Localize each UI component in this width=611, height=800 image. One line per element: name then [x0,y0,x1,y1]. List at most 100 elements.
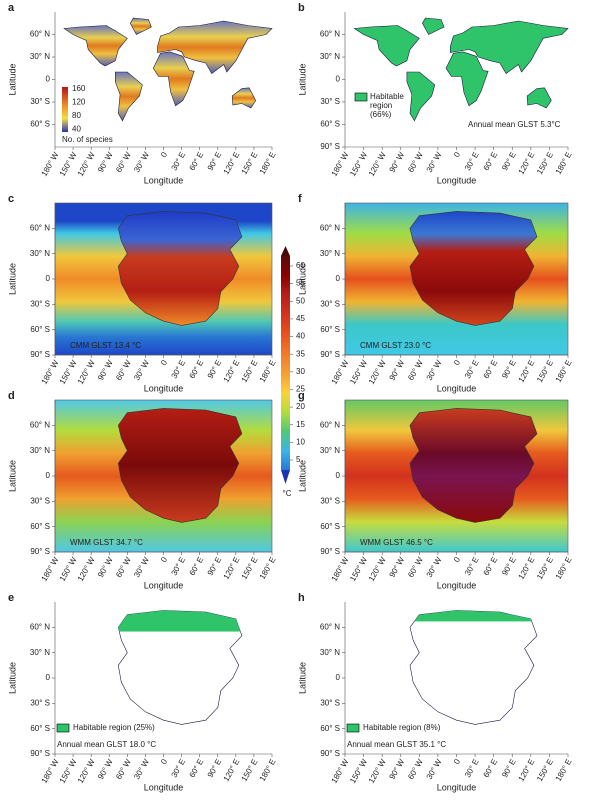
x-tick-label: 120° W [76,555,97,583]
y-tick-label: 30° N [30,648,50,657]
x-tick-label: 30° W [132,358,151,382]
x-tick-label: 180° E [258,758,278,783]
panel-label: h [298,592,305,604]
panel-label: b [298,2,305,14]
panel-label: f [298,193,302,205]
x-tick-label: 60° W [406,150,425,174]
x-tick-label: 0 [452,150,462,159]
y-tick-label: 90° S [320,142,340,151]
x-tick-label: 90° W [96,555,115,579]
x-tick-label: 60° W [114,150,133,174]
land [115,71,143,122]
x-tick-label: 90° E [500,151,518,173]
colorbar-tick-label: 40 [296,332,305,341]
x-tick-label: 90° E [500,359,518,381]
x-tick-label: 90° W [96,757,115,781]
x-tick-label: 30° W [425,555,444,579]
x-tick-label: 150° E [240,758,260,783]
colorbar-tick-label: 20 [296,402,305,411]
land [353,25,420,67]
x-tick-label: 120° W [367,150,388,178]
y-tick-label: 60° N [30,420,50,429]
annotation: WMM GLST 46.5 °C [360,538,433,547]
y-tick-label: 0 [336,471,341,480]
x-tick-label: 60° E [188,556,206,578]
habitable-region [118,610,242,632]
x-tick-label: 90° E [206,556,224,578]
y-tick-label: 30° S [320,97,340,106]
y-tick-label: 60° S [30,724,50,733]
land [450,20,569,74]
x-tick-label: 90° E [500,758,518,780]
colorbar-top [281,246,290,256]
x-tick-label: 60° E [482,151,500,173]
colorbar [281,256,290,470]
panel-label: e [8,592,14,604]
x-tick-label: 120° W [367,555,388,583]
x-tick-label: 90° W [388,150,407,174]
legend-swatch [346,723,360,733]
x-tick-label: 30° W [425,358,444,382]
x-tick-label: 30° E [463,758,481,780]
x-tick-label: 60° E [482,359,500,381]
colorbar-tick-label: 15 [296,420,305,429]
colorbar-tick-label: 25 [296,385,305,394]
colorbar-tick-label: 55 [296,279,305,288]
land [129,17,152,35]
x-tick-label: 120° W [367,358,388,386]
y-tick-label: 60° S [320,724,340,733]
panel-label: d [8,390,15,402]
x-tick-label: 150° E [240,151,260,176]
colorbar-tick-label: 45 [296,314,305,323]
colorbar-unit: °C [283,489,292,498]
y-tick-label: 90° S [30,547,50,556]
y-tick-label: 30° S [30,97,50,106]
x-tick-label: 0 [159,150,169,159]
x-tick-label: 180° E [554,151,574,176]
x-tick-label: 30° W [425,150,444,174]
land [152,51,195,107]
x-tick-label: 120° E [222,359,242,384]
x-tick-label: 60° W [406,555,425,579]
legend-label: Habitable region (25%) [73,723,155,732]
land [117,610,243,725]
y-tick-label: 60° N [320,622,340,631]
land [157,20,273,74]
y-tick-label: 60° N [30,30,50,39]
y-tick-label: 0 [336,673,341,682]
x-tick-label: 0 [452,555,462,564]
colorbar-bottom [281,470,290,484]
y-tick-label: 60° S [30,522,50,531]
land [422,17,445,35]
x-tick-label: 90° W [96,358,115,382]
y-tick-label: 0 [336,75,341,84]
x-axis-label: Longitude [144,383,184,393]
y-axis-label: Latitude [297,263,307,295]
y-tick-label: 30° N [30,446,50,455]
x-tick-label: 30° E [170,359,188,381]
x-tick-label: 90° E [206,758,224,780]
x-tick-label: 90° W [388,358,407,382]
x-tick-label: 180° E [554,758,574,783]
x-tick-label: 120° E [222,151,242,176]
y-tick-label: 60° S [320,120,340,129]
x-tick-label: 60° E [482,758,500,780]
land [526,87,552,109]
y-tick-label: 30° N [320,648,340,657]
land [231,87,257,109]
x-tick-label: 180° E [258,151,278,176]
x-tick-label: 30° W [132,757,151,781]
annotation: CMM GLST 23.0 °C [360,341,431,350]
x-tick-label: 0 [452,757,462,766]
habitable-region [410,610,537,622]
y-tick-label: 0 [46,471,51,480]
x-tick-label: 30° E [463,151,481,173]
species-tick-label: 120 [72,98,86,107]
x-axis-label: Longitude [437,580,477,590]
land [409,408,538,523]
legend-box: Habitable region (66%) [370,92,404,119]
x-axis-label: Longitude [437,383,477,393]
x-tick-label: 120° W [76,150,97,178]
x-tick-label: 120° E [517,359,537,384]
x-tick-label: 90° W [388,555,407,579]
